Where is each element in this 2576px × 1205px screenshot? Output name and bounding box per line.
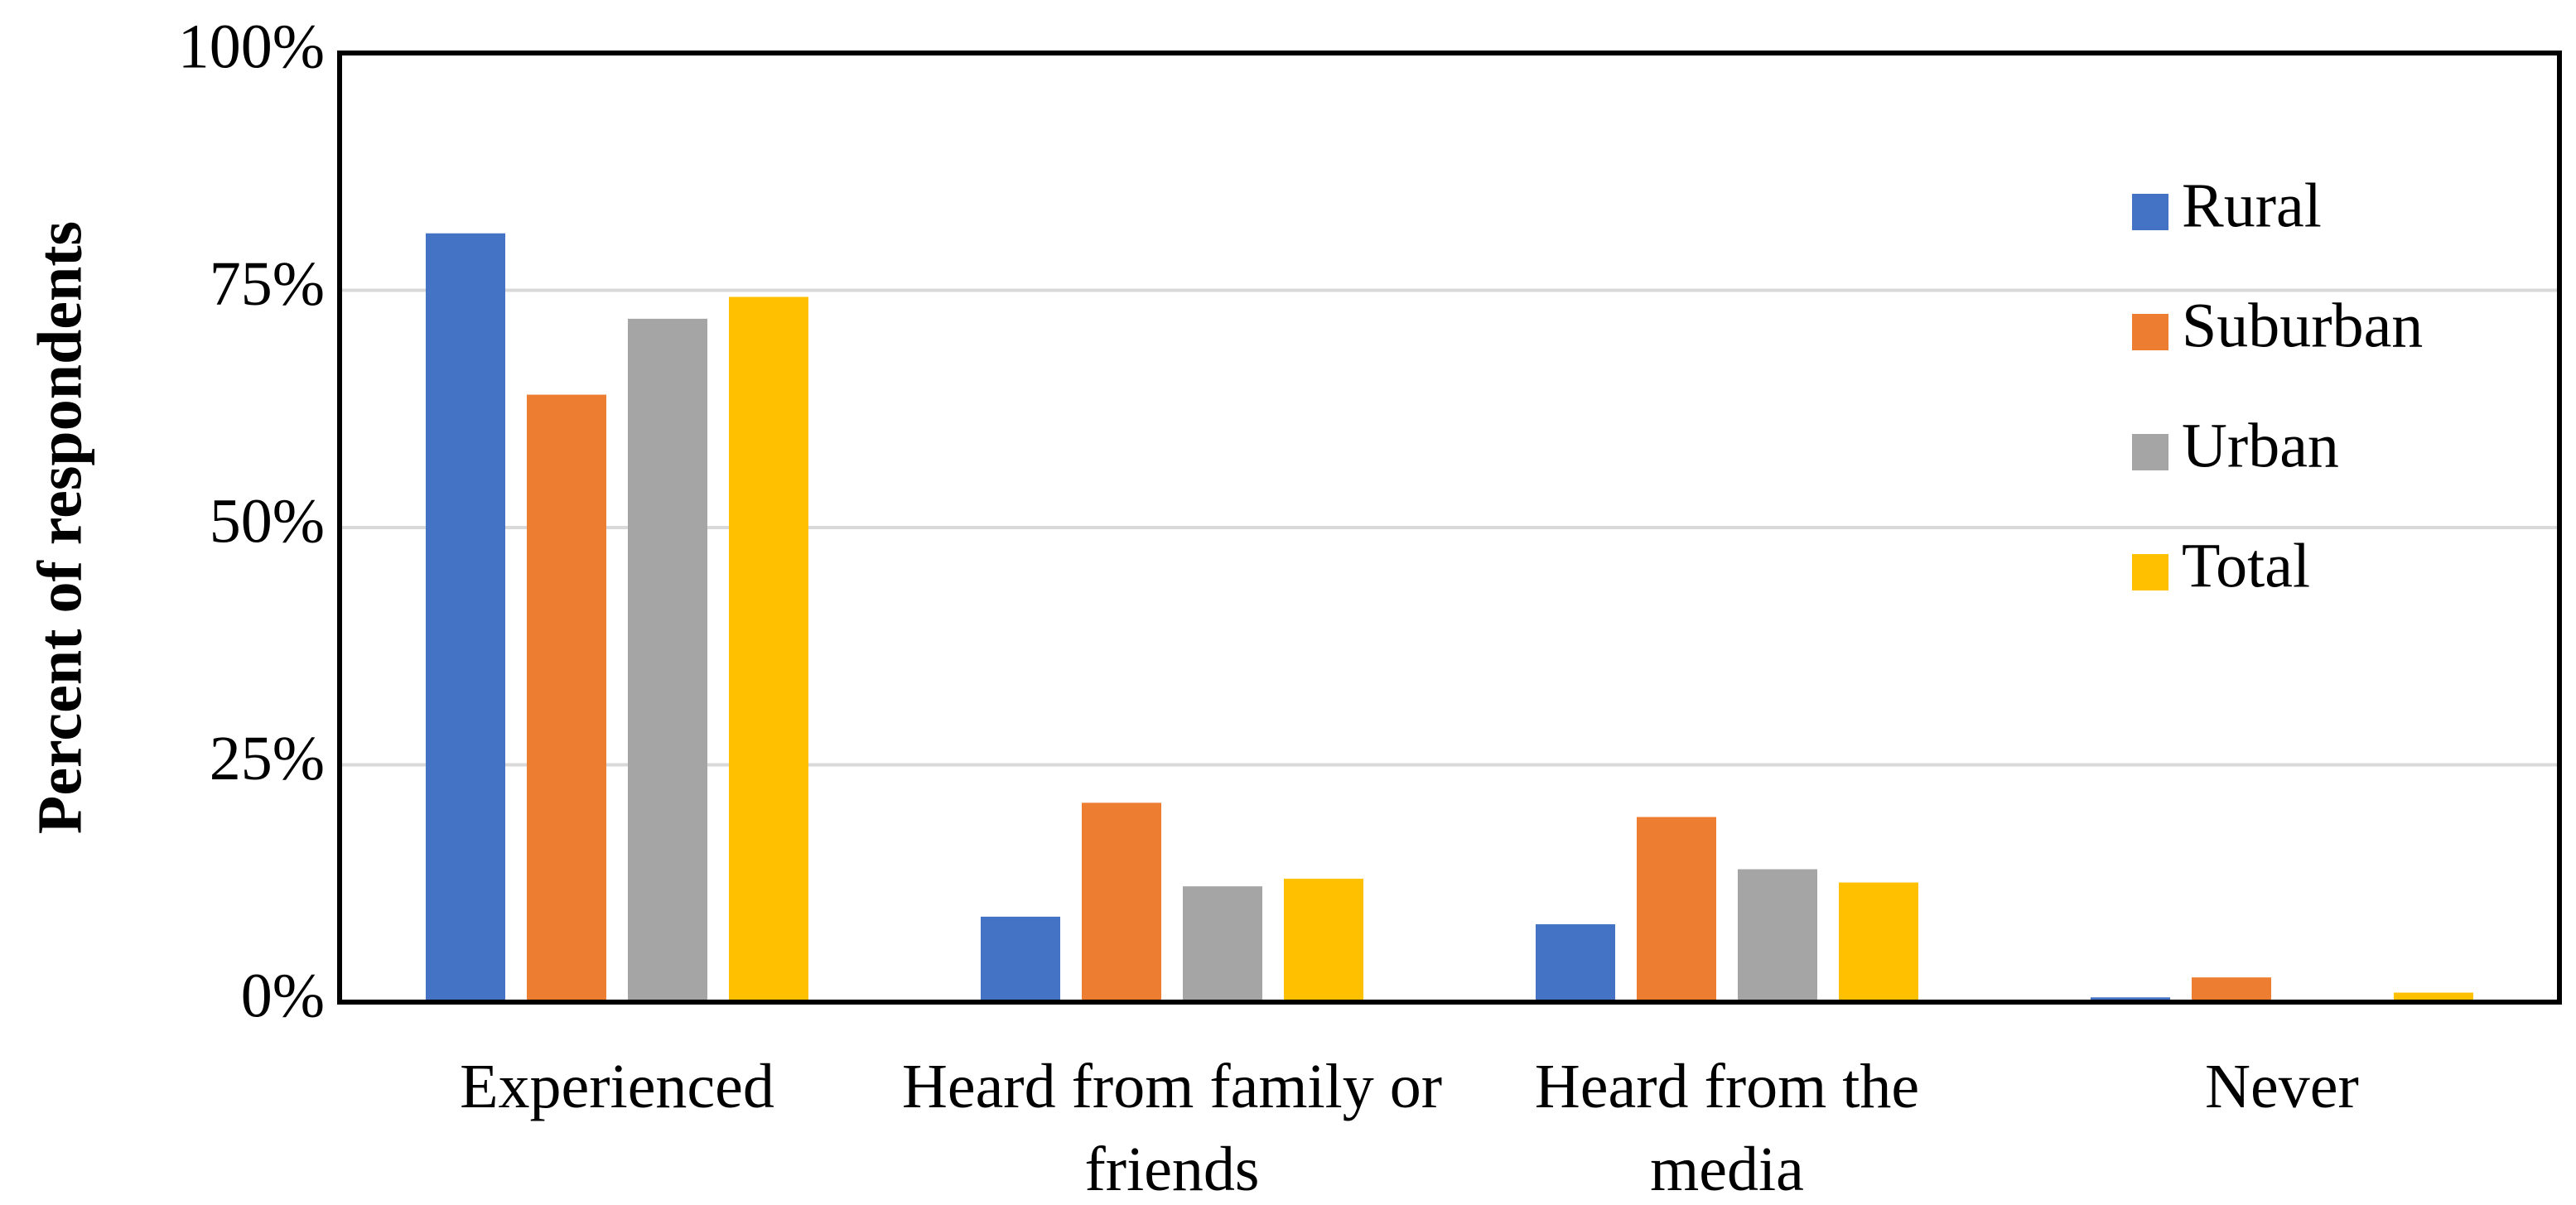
bar bbox=[628, 318, 707, 1002]
legend-label: Urban bbox=[2182, 411, 2339, 480]
bar bbox=[426, 233, 505, 1002]
legend-label: Total bbox=[2182, 531, 2310, 600]
bar bbox=[1738, 869, 1817, 1002]
y-tick-label: 0% bbox=[241, 961, 325, 1030]
y-axis-label: Percent of respondents bbox=[25, 221, 94, 834]
x-tick-label: Experienced bbox=[460, 1052, 774, 1121]
bar bbox=[729, 296, 808, 1003]
bar bbox=[981, 916, 1060, 1002]
legend-label: Rural bbox=[2182, 171, 2322, 240]
y-tick-label: 25% bbox=[210, 724, 325, 793]
legend-swatch bbox=[2132, 554, 2168, 590]
y-tick-label: 75% bbox=[210, 249, 325, 319]
bar bbox=[1839, 882, 1918, 1002]
bar bbox=[2394, 992, 2473, 1002]
bar bbox=[1637, 817, 1716, 1002]
legend-label: Suburban bbox=[2182, 291, 2423, 360]
legend-swatch bbox=[2132, 434, 2168, 470]
plot-frame bbox=[337, 51, 2562, 1005]
x-tick-label: Never bbox=[2205, 1052, 2359, 1121]
x-tick-label: Heard from family or friends bbox=[901, 1052, 1443, 1204]
x-tick-label: Heard from the media bbox=[1534, 1052, 1920, 1204]
bar bbox=[1284, 879, 1363, 1002]
bar bbox=[1536, 924, 1615, 1002]
y-tick-label: 50% bbox=[210, 486, 325, 556]
y-tick-label: 100% bbox=[178, 12, 325, 81]
bar bbox=[527, 394, 606, 1002]
legend-swatch bbox=[2132, 194, 2168, 230]
legend-swatch bbox=[2132, 314, 2168, 350]
bar bbox=[2192, 977, 2271, 1002]
bar bbox=[1082, 803, 1161, 1002]
bar bbox=[1183, 886, 1262, 1002]
